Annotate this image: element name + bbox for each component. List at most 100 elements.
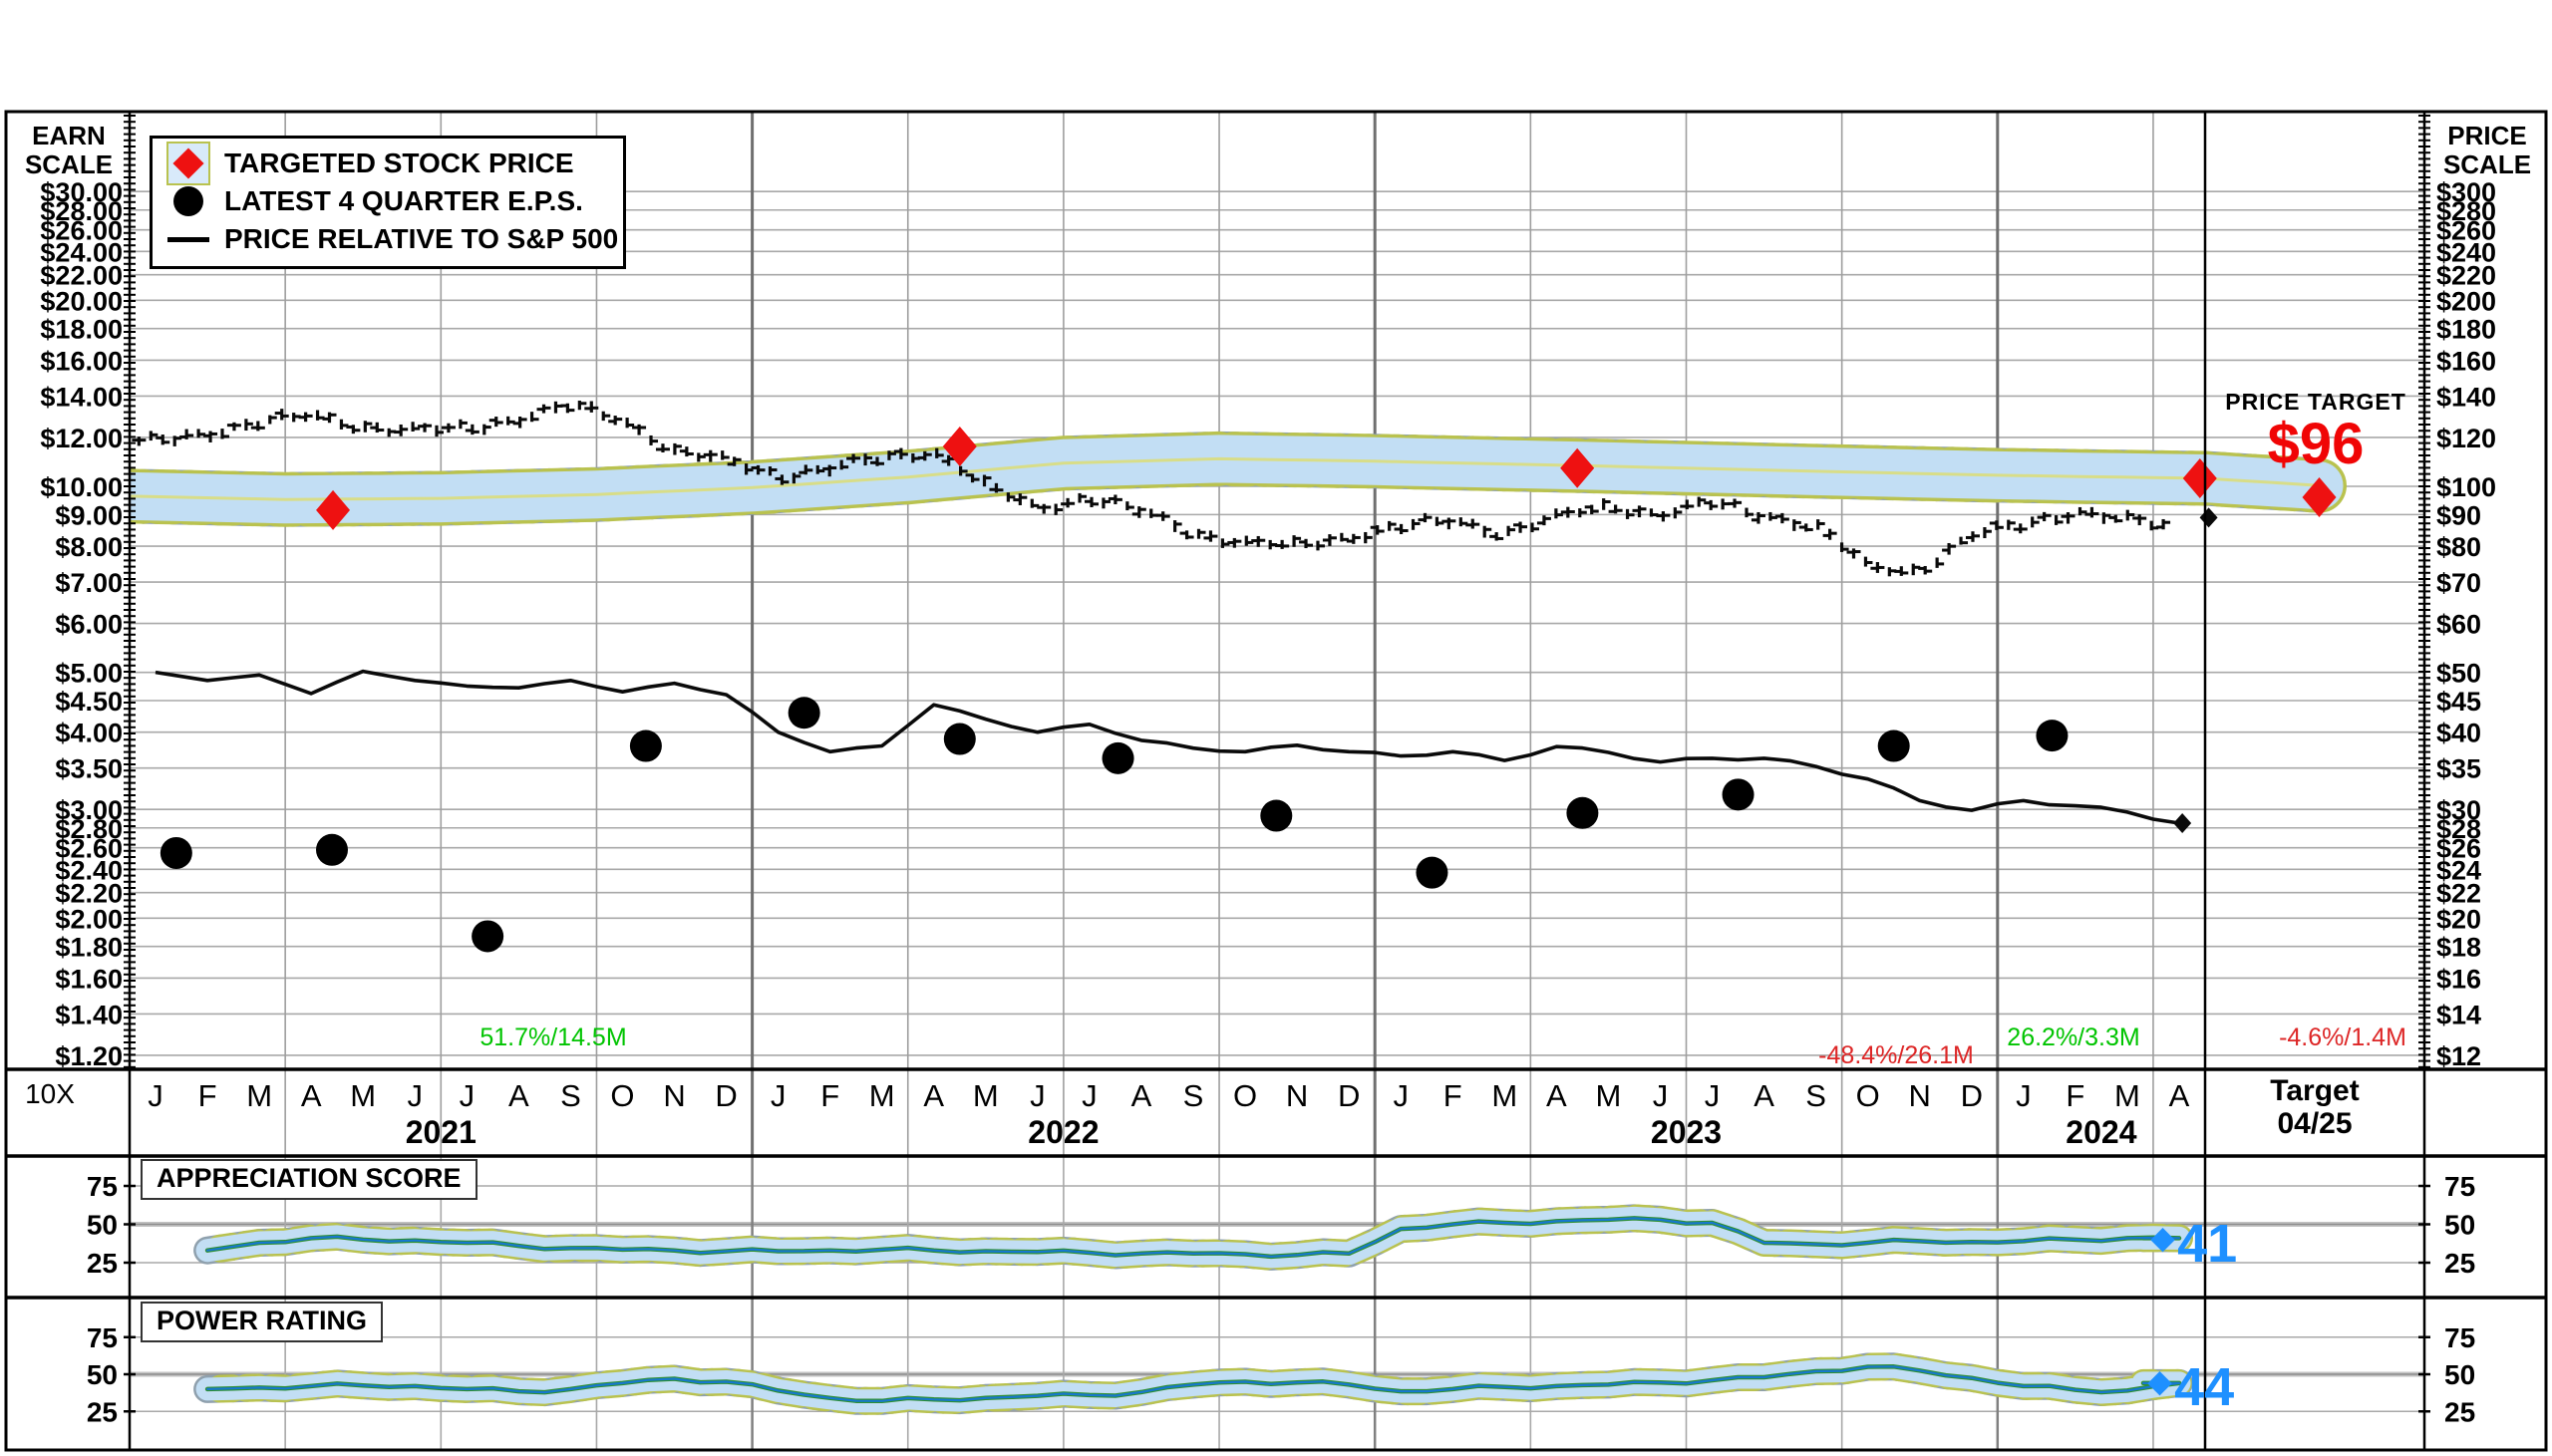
axis-label: $80	[2436, 532, 2481, 562]
legend-label: LATEST 4 QUARTER E.P.S.	[224, 185, 583, 216]
month-label: S	[1805, 1078, 1826, 1113]
axis-label: $60	[2436, 610, 2481, 640]
year-label: 2021	[406, 1114, 477, 1150]
target-column-label: Target 04/25	[2205, 1074, 2424, 1140]
axis-label: $2.40	[55, 855, 123, 885]
axis-label: 25	[87, 1396, 118, 1427]
multiplier-note: 10X	[25, 1078, 75, 1109]
axis-label: $2.00	[55, 904, 123, 934]
month-label: O	[1233, 1078, 1257, 1113]
month-label: A	[508, 1078, 529, 1113]
black-circle-icon	[153, 186, 224, 216]
month-label: N	[1286, 1078, 1308, 1113]
axis-label: $7.00	[55, 568, 123, 598]
eps-dot	[160, 836, 192, 869]
axis-label: $120	[2436, 424, 2496, 453]
month-label: D	[715, 1078, 737, 1113]
axis-label: $20.00	[40, 286, 123, 316]
power-rating-number: 44	[2174, 1357, 2235, 1417]
legend-item-eps: LATEST 4 QUARTER E.P.S.	[153, 182, 623, 220]
axis-label: $16.00	[40, 346, 123, 376]
legend-label: PRICE RELATIVE TO S&P 500	[224, 223, 619, 254]
earn-scale-line1: EARN	[32, 121, 106, 150]
axis-label: $220	[2436, 261, 2496, 291]
power-rating-title: POWER RATING	[141, 1302, 383, 1342]
month-label: A	[1754, 1078, 1774, 1113]
blue-diamond-icon: ◆	[2148, 1365, 2172, 1398]
axis-label: $70	[2436, 568, 2481, 598]
axis-label: $300	[2436, 177, 2496, 207]
month-label: A	[2169, 1078, 2190, 1113]
month-label: S	[1183, 1078, 1204, 1113]
panel-vertical-gridlines	[284, 1156, 2154, 1450]
annotation-loss-2023: -48.4%/26.1M	[1818, 1041, 1974, 1069]
axis-label: $5.00	[55, 659, 123, 689]
eps-dot	[1416, 856, 1448, 889]
month-label: J	[771, 1078, 787, 1113]
axis-label: $28	[2436, 814, 2481, 844]
earn-scale-header: EARN SCALE	[8, 122, 130, 179]
month-label: M	[246, 1078, 272, 1113]
eps-dots	[160, 697, 2069, 953]
axis-label: 75	[87, 1171, 118, 1202]
appreciation-score-number: 41	[2177, 1214, 2238, 1274]
relative-end-diamond	[2173, 812, 2192, 833]
month-label: J	[148, 1078, 163, 1113]
axis-label: $24.00	[40, 237, 123, 267]
targeted-price-diamond	[316, 489, 351, 530]
axis-label: $16	[2436, 964, 2481, 994]
price-scale-header: PRICE SCALE	[2426, 122, 2548, 179]
axis-label: $26.00	[40, 216, 123, 246]
red-diamond-band-icon	[153, 142, 224, 185]
axis-label: $3.00	[55, 795, 123, 825]
legend-item-targeted-price: TARGETED STOCK PRICE	[153, 142, 623, 185]
month-label: D	[1961, 1078, 1983, 1113]
axis-label: $28.00	[40, 196, 123, 226]
axis-label: 75	[2444, 1171, 2475, 1202]
eps-dot	[1722, 778, 1754, 811]
axis-label: 50	[2444, 1210, 2475, 1241]
axis-label: $1.20	[55, 1041, 123, 1071]
axis-label: $24	[2436, 855, 2481, 885]
line-icon	[153, 236, 224, 242]
power-rating-band	[193, 1352, 2193, 1415]
axis-label: $22	[2436, 879, 2481, 909]
eps-dot	[472, 920, 504, 953]
month-label: A	[1546, 1078, 1567, 1113]
axis-label: $45	[2436, 687, 2481, 717]
axis-label: 25	[87, 1248, 118, 1279]
month-label: A	[301, 1078, 322, 1113]
month-label: O	[1856, 1078, 1880, 1113]
price-scale-line2: SCALE	[2442, 149, 2532, 179]
axis-label: $50	[2436, 659, 2481, 689]
axis-label: $14.00	[40, 382, 123, 412]
axis-label: $20	[2436, 904, 2481, 934]
price-target-diamond	[2302, 476, 2337, 517]
month-label: J	[408, 1078, 424, 1113]
month-label: M	[350, 1078, 376, 1113]
eps-dot	[1260, 799, 1293, 832]
month-label: A	[1131, 1078, 1152, 1113]
axis-label: $160	[2436, 346, 2496, 376]
axis-label: $12.00	[40, 424, 123, 453]
eps-dot	[1877, 729, 1910, 762]
blue-diamond-icon: ◆	[2151, 1222, 2175, 1255]
axis-label: $2.60	[55, 834, 123, 864]
year-label: 2022	[1028, 1114, 1099, 1150]
axis-label: $4.00	[55, 719, 123, 748]
axis-label: $12	[2436, 1041, 2481, 1071]
month-label: J	[1082, 1078, 1098, 1113]
legend-box: TARGETED STOCK PRICE LATEST 4 QUARTER E.…	[150, 136, 626, 269]
annotation-gain-2021: 51.7%/14.5M	[479, 1023, 627, 1051]
month-label: N	[1909, 1078, 1931, 1113]
weekly-price-bars	[132, 401, 2171, 577]
eps-dot	[1102, 741, 1134, 774]
axis-label: $30.00	[40, 177, 123, 207]
axis-label: $26	[2436, 834, 2481, 864]
eps-dot	[943, 723, 976, 755]
axis-label: $1.60	[55, 964, 123, 994]
legend-label: TARGETED STOCK PRICE	[224, 147, 574, 178]
axis-label: $140	[2436, 382, 2496, 412]
